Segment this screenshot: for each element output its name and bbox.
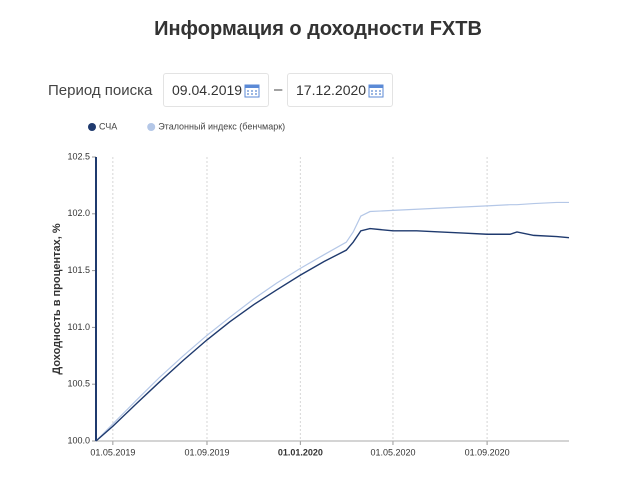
calendar-icon[interactable] [368, 83, 384, 98]
x-tick-label: 01.09.2019 [184, 447, 229, 457]
y-tick-label: 100.5 [67, 379, 90, 389]
y-tick-label: 101.5 [67, 265, 90, 275]
date-from-input[interactable]: 09.04.2019 [163, 73, 269, 107]
calendar-icon[interactable] [244, 83, 260, 98]
x-tick-label: 01.05.2019 [90, 447, 135, 457]
date-to-input[interactable]: 17.12.2020 [287, 73, 393, 107]
x-tick-label: 01.09.2020 [465, 447, 510, 457]
y-axis-title: Доходность в процентах, % [51, 223, 63, 375]
search-label: Период поиска [48, 82, 153, 99]
x-tick-label: 01.05.2020 [370, 447, 415, 457]
legend-marker [147, 123, 156, 131]
date-from: 09.04.2019 [172, 82, 243, 98]
y-tick-label: 102.5 [67, 151, 90, 161]
range-dash: – [274, 81, 283, 98]
page-title: Информация о доходности FXTB [154, 18, 482, 40]
y-tick-label: 100.0 [67, 435, 90, 445]
legend-label: СЧА [99, 121, 117, 131]
legend-label: Эталонный индекс (бенчмарк) [158, 121, 285, 131]
y-tick-label: 102.0 [67, 208, 90, 218]
chart: 01.05.2019 01.09.2019 01.01.2020 01.05.2020… [51, 121, 570, 457]
x-tick-label: 01.01.2020 [278, 447, 323, 457]
series-line [95, 227, 570, 442]
series-line [95, 201, 569, 442]
legend-marker [88, 123, 96, 131]
date-to: 17.12.2020 [296, 82, 367, 98]
y-tick-label: 101.0 [67, 322, 90, 332]
